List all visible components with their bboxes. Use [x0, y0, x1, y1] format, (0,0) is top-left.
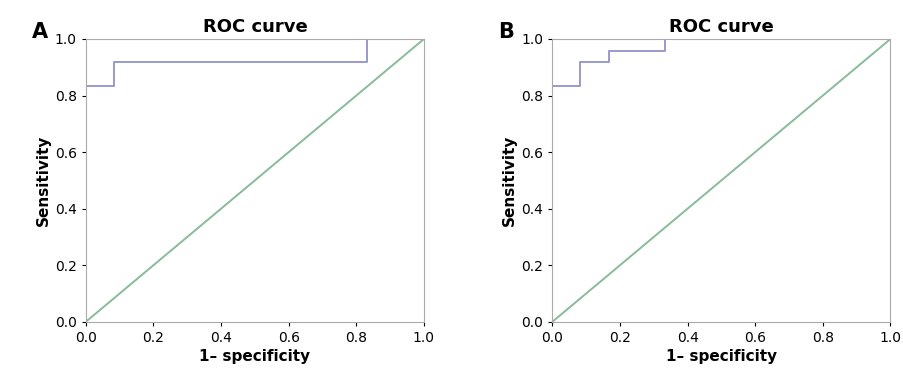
Title: ROC curve: ROC curve [668, 18, 773, 36]
Text: B: B [498, 22, 514, 42]
X-axis label: 1– specificity: 1– specificity [666, 349, 776, 364]
Text: A: A [32, 22, 48, 42]
Y-axis label: Sensitivity: Sensitivity [502, 135, 517, 226]
Y-axis label: Sensitivity: Sensitivity [35, 135, 51, 226]
X-axis label: 1– specificity: 1– specificity [200, 349, 310, 364]
Title: ROC curve: ROC curve [202, 18, 307, 36]
